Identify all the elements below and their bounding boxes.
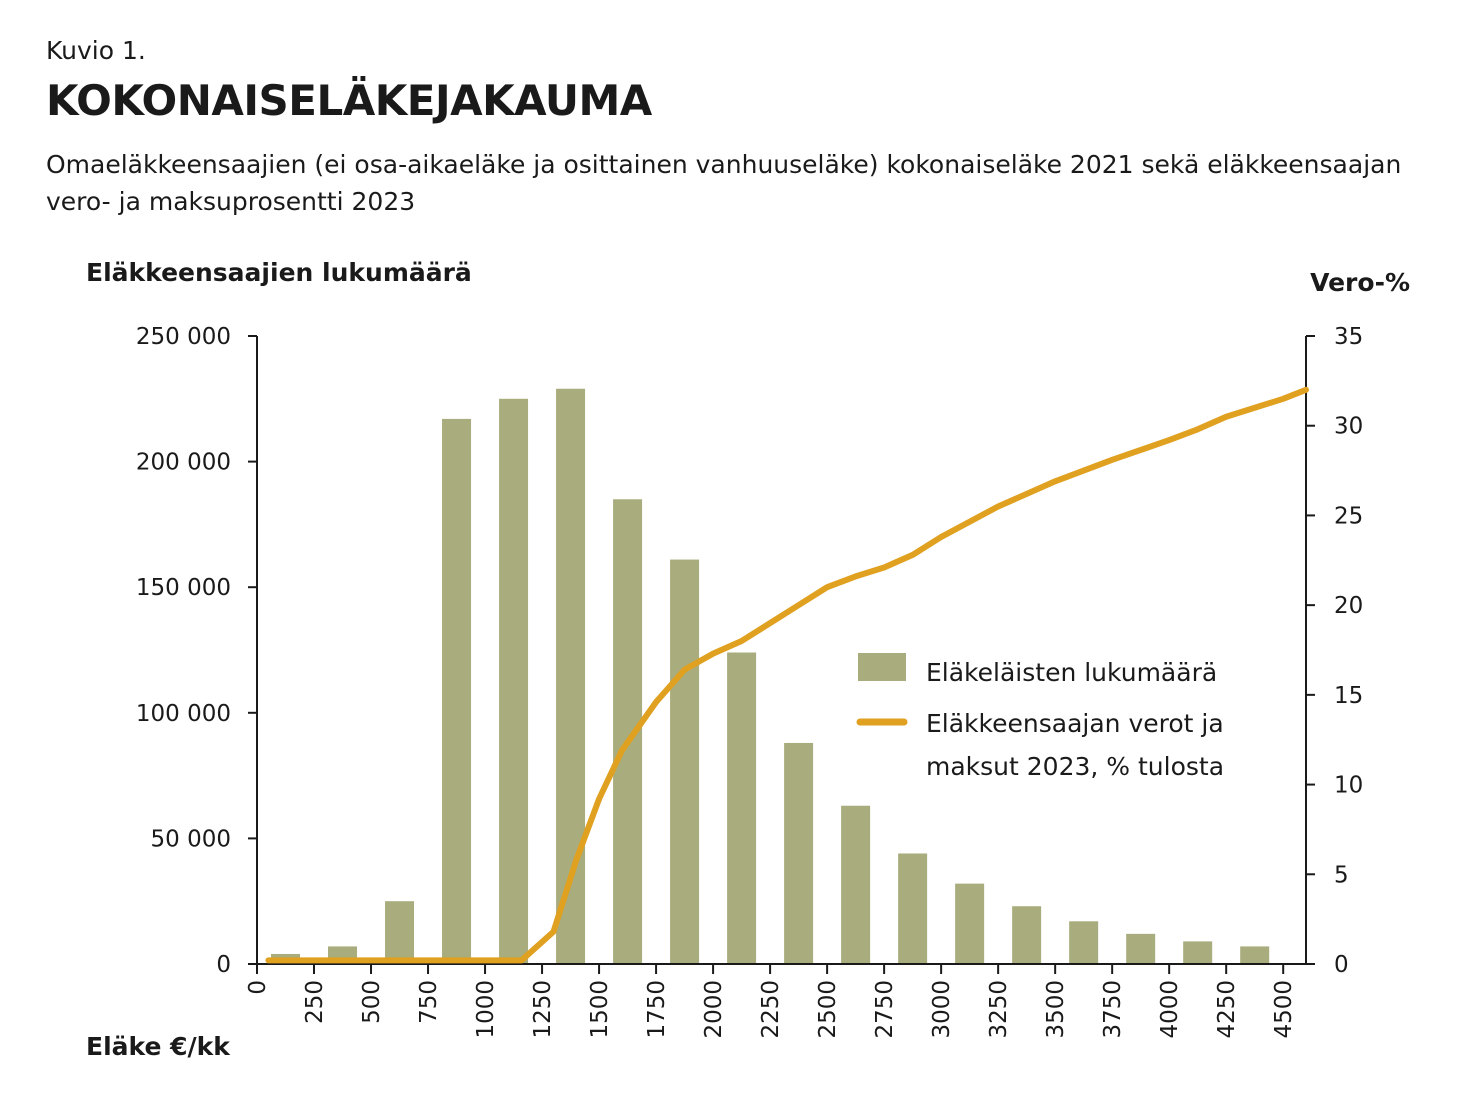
- x-tick-label: 1250: [530, 980, 556, 1039]
- x-tick-label: 3500: [1043, 980, 1069, 1039]
- x-tick-label: 2500: [815, 980, 841, 1039]
- legend-label-bars: Eläkeläisten lukumäärä: [926, 658, 1217, 687]
- y-axis-label-right: Vero-%: [1310, 268, 1410, 297]
- bar-750: [385, 901, 415, 964]
- x-tick-label: 1000: [473, 980, 499, 1039]
- bar-1250: [499, 398, 529, 964]
- x-tick-label: 3250: [986, 980, 1012, 1039]
- x-tick-label: 4250: [1214, 980, 1240, 1039]
- bar-3000: [898, 853, 928, 964]
- y-tick-label-right: 35: [1334, 324, 1363, 350]
- bar-3750: [1069, 921, 1099, 964]
- x-tick-label: 500: [359, 980, 385, 1024]
- y-axis-label-left: Eläkkeensaajien lukumäärä: [86, 258, 472, 287]
- y-tick-label-left: 50 000: [151, 826, 231, 852]
- y-tick-label-right: 0: [1334, 952, 1349, 978]
- x-tick-label: 2750: [872, 980, 898, 1039]
- y-tick-label-right: 20: [1334, 593, 1363, 619]
- axes-layer: 0 50 000 100 000 150 000 200 000 250 000 0 5 10 1…: [136, 324, 1363, 1039]
- x-axis-label: Eläke €/kk: [86, 1032, 230, 1061]
- x-tick-label: 1500: [587, 980, 613, 1039]
- figure-kicker: Kuvio 1.: [46, 36, 146, 65]
- bar-2500: [784, 742, 814, 964]
- y-tick-label-right: 15: [1334, 683, 1363, 709]
- tax-percentage-line: [265, 386, 1309, 964]
- legend: Eläkeläisten lukumäärä Eläkkeensaajan ver…: [856, 653, 1224, 781]
- x-tick-label: 2250: [758, 980, 784, 1039]
- x-tick-label: 0: [245, 980, 271, 995]
- bar-4500: [1240, 946, 1270, 964]
- y-tick-label-right: 30: [1334, 414, 1363, 440]
- x-tick-label: 4000: [1157, 980, 1183, 1039]
- y-tick-label-right: 10: [1334, 773, 1363, 799]
- chart-subtitle: Omaeläkkeensaajien (ei osa-aikaeläke ja …: [46, 150, 1402, 216]
- legend-label-line-2: maksut 2023, % tulosta: [926, 752, 1224, 781]
- bar-4000: [1126, 933, 1156, 964]
- legend-label-line-1: Eläkkeensaajan verot ja: [926, 709, 1224, 738]
- legend-swatch-bars: [858, 653, 906, 681]
- x-tick-label: 2000: [701, 980, 727, 1039]
- x-tick-label: 3000: [929, 980, 955, 1039]
- x-tick-label: 750: [416, 980, 442, 1024]
- x-tick-label: 3750: [1100, 980, 1126, 1039]
- bar-3250: [955, 883, 985, 964]
- bar-3500: [1012, 906, 1042, 964]
- y-tick-label-left: 200 000: [136, 450, 231, 476]
- y-tick-label-left: 150 000: [136, 575, 231, 601]
- bar-4250: [1183, 941, 1213, 964]
- bar-2250: [727, 652, 757, 964]
- y-tick-label-left: 0: [216, 952, 231, 978]
- chart-title: KOKONAISELÄKEJAKAUMA: [46, 76, 652, 125]
- y-tick-label-right: 5: [1334, 862, 1349, 888]
- y-tick-label-left: 250 000: [136, 324, 231, 350]
- y-tick-label-right: 25: [1334, 503, 1363, 529]
- line-layer: [265, 386, 1309, 964]
- x-tick-label: 1750: [644, 980, 670, 1039]
- bar-1000: [442, 418, 472, 964]
- y-tick-label-left: 100 000: [136, 701, 231, 727]
- x-tick-label: 250: [302, 980, 328, 1024]
- bar-2750: [841, 805, 871, 964]
- bar-2000: [670, 559, 700, 964]
- x-tick-label: 4500: [1271, 980, 1297, 1039]
